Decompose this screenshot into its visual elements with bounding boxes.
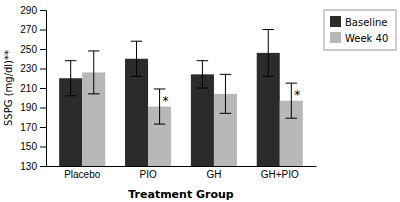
y-tick: 210 — [20, 83, 46, 94]
y-tick-mark — [40, 88, 46, 89]
marks — [59, 30, 303, 167]
error-bar-stem — [202, 61, 203, 88]
y-tick: 130 — [20, 161, 46, 172]
y-tick-mark — [40, 30, 46, 31]
error-bar-stem — [70, 61, 71, 96]
y-tick-mark — [40, 69, 46, 70]
annotation: * — [294, 88, 300, 102]
annotations: ** — [163, 88, 301, 108]
x-tick: GH — [206, 166, 221, 180]
error-bar-stem — [268, 30, 269, 77]
x-tick-label: PIO — [139, 169, 156, 180]
series — [59, 30, 280, 167]
error-bar-cap — [65, 60, 77, 61]
y-tick-mark — [40, 49, 46, 50]
error-bar-cap — [154, 124, 166, 125]
y-tick: 250 — [20, 44, 46, 55]
x-tick: GH+PIO — [261, 166, 299, 180]
error-bar — [220, 74, 232, 113]
legend-swatch — [330, 32, 341, 43]
legend: Baseline Week 40 — [324, 10, 396, 50]
error-bar-cap — [286, 83, 298, 84]
plot: 130 150 170 190 210 230 250 270 290 Placebo PIO GH G… — [20, 5, 316, 202]
y-tick-mark — [40, 127, 46, 128]
annotation: * — [163, 94, 169, 108]
error-bar — [131, 41, 143, 76]
legend-label: Week 40 — [345, 33, 388, 44]
error-bar-cap — [131, 76, 143, 77]
x-axis-title: Treatment Group — [128, 188, 234, 201]
y-tick: 150 — [20, 141, 46, 152]
y-axis-line — [40, 11, 47, 167]
legend-item: Baseline — [330, 16, 387, 28]
y-tick-mark — [40, 147, 46, 148]
error-bar — [65, 61, 77, 96]
chart: 130 150 170 190 210 230 250 270 290 Placebo PIO GH G… — [0, 0, 400, 202]
y-tick-label: 270 — [20, 24, 37, 35]
error-bar-cap — [220, 113, 232, 114]
legend-frame — [324, 10, 396, 50]
error-bar-stem — [291, 83, 292, 118]
x-tick: PIO — [139, 166, 156, 180]
y-tick-label: 190 — [20, 102, 37, 113]
y-tick-label: 230 — [20, 63, 37, 74]
error-bar-cap — [197, 88, 209, 89]
error-bar-cap — [197, 60, 209, 61]
y-tick-label: 210 — [20, 83, 37, 94]
x-axis-line — [47, 166, 317, 167]
error-bar-stem — [159, 89, 160, 124]
y-tick-label: 170 — [20, 122, 37, 133]
error-bar — [88, 51, 100, 94]
x-tick-label: GH — [206, 169, 221, 180]
error-bar-cap — [65, 95, 77, 96]
error-bar-cap — [88, 50, 100, 51]
y-tick: 170 — [20, 122, 46, 133]
error-bar-cap — [154, 88, 166, 89]
y-tick-mark — [40, 108, 46, 109]
series — [82, 51, 303, 166]
legend-swatch — [330, 16, 341, 27]
y-tick-mark — [40, 166, 46, 167]
y-axis-title: SSPG (mg/dl)** — [3, 50, 14, 126]
x-tick: Placebo — [64, 166, 101, 180]
error-bar-stem — [93, 51, 94, 94]
x-tick-label: Placebo — [64, 169, 101, 180]
error-bar — [197, 61, 209, 88]
y-tick: 230 — [20, 63, 46, 74]
legend-item: Week 40 — [330, 32, 388, 44]
y-tick-label: 150 — [20, 141, 37, 152]
legend-label: Baseline — [345, 17, 387, 28]
error-bar-stem — [225, 74, 226, 113]
error-bar-cap — [286, 118, 298, 119]
y-tick-label: 290 — [20, 5, 37, 16]
error-bar-stem — [136, 41, 137, 76]
error-bar-cap — [220, 74, 232, 75]
error-bar-cap — [88, 93, 100, 94]
y-axis: 130 150 170 190 210 230 250 270 290 — [20, 5, 46, 172]
error-bar-cap — [262, 76, 274, 77]
y-tick-label: 250 — [20, 44, 37, 55]
error-bar-cap — [262, 29, 274, 30]
x-axis: Placebo PIO GH GH+PIO — [47, 166, 317, 180]
y-tick: 190 — [20, 102, 46, 113]
error-bar-cap — [131, 41, 143, 42]
error-bar — [262, 30, 274, 77]
y-tick: 290 — [20, 5, 46, 16]
x-tick-label: GH+PIO — [261, 169, 299, 180]
y-tick-label: 130 — [20, 161, 37, 172]
bar — [191, 74, 214, 166]
y-tick-mark — [40, 10, 46, 11]
y-tick: 270 — [20, 24, 46, 35]
